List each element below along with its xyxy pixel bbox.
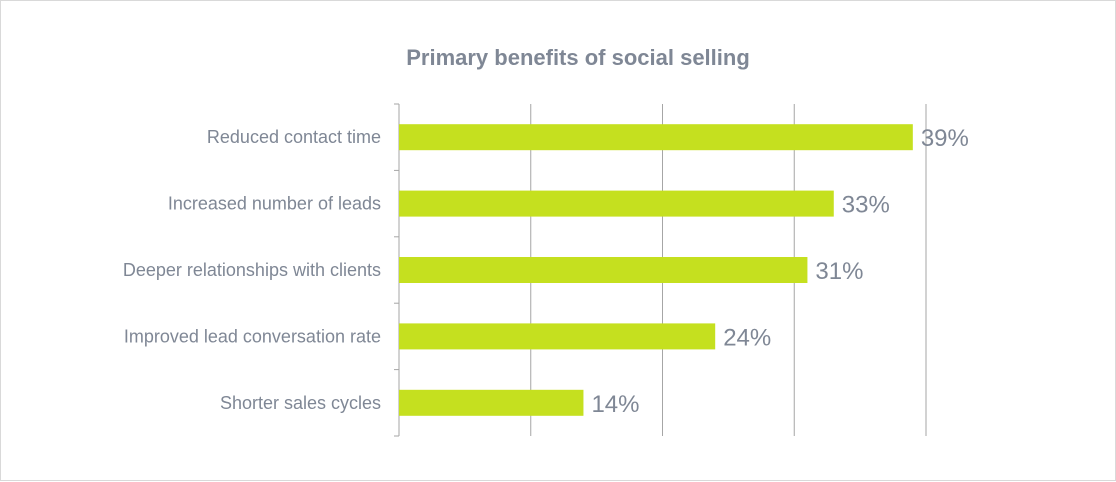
value-label: 39% (921, 125, 969, 152)
bar (399, 389, 584, 416)
bar (399, 257, 808, 283)
category-label: Reduced contact time (207, 127, 381, 147)
value-labels: 39% 33% 31% 24% 14% (591, 125, 968, 418)
value-label: 14% (591, 391, 639, 418)
category-label: Deeper relationships with clients (123, 260, 381, 280)
bar (399, 190, 834, 217)
category-labels: Reduced contact time Increased number of … (123, 127, 381, 413)
bar (399, 323, 716, 350)
category-label: Shorter sales cycles (220, 393, 381, 413)
y-axis (394, 103, 400, 437)
chart-title: Primary benefits of social selling (406, 45, 750, 70)
category-label: Improved lead conversation rate (124, 326, 381, 346)
bar (399, 124, 913, 151)
bars (399, 124, 913, 416)
value-label: 31% (815, 258, 863, 285)
value-label: 24% (723, 324, 771, 351)
category-label: Increased number of leads (168, 194, 381, 214)
value-label: 33% (842, 192, 890, 219)
